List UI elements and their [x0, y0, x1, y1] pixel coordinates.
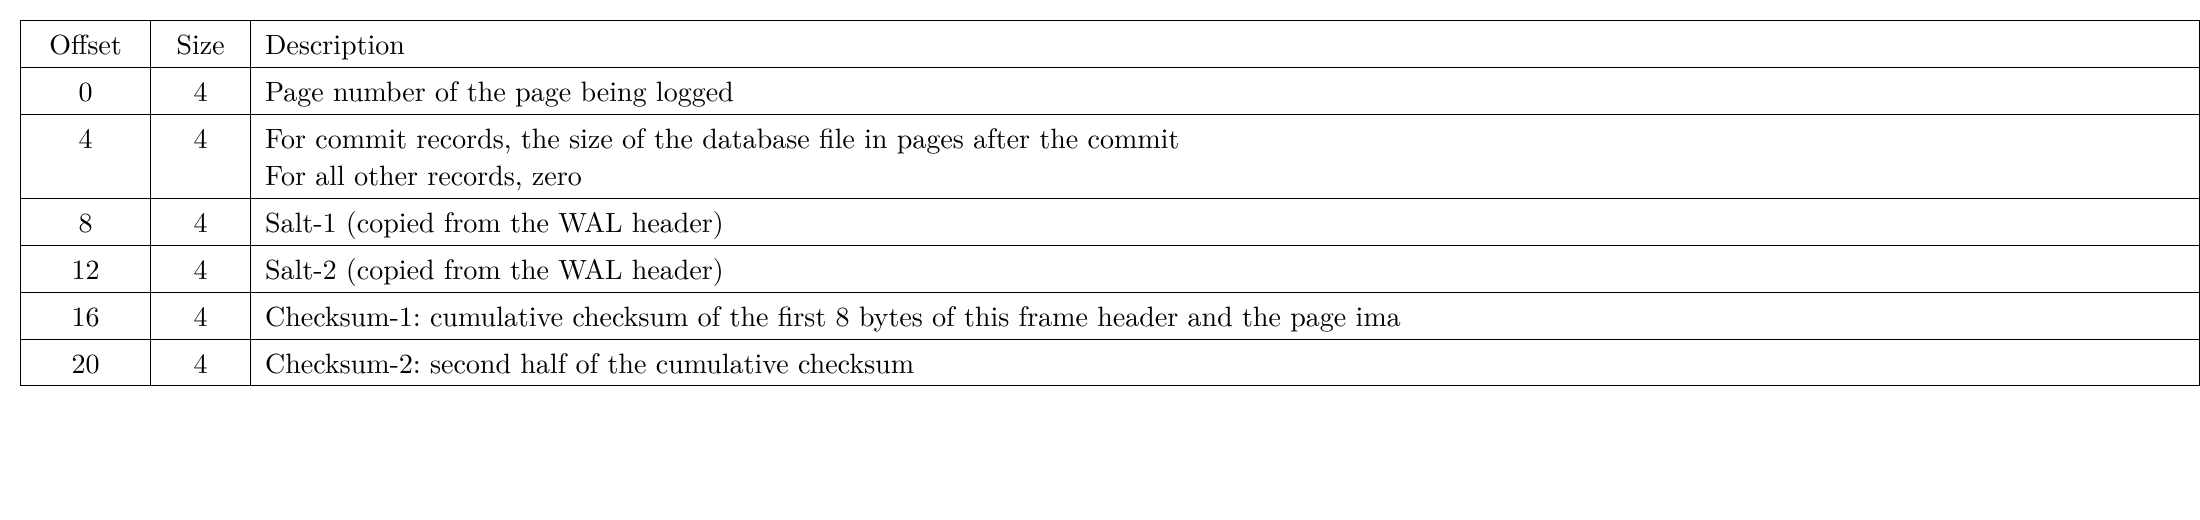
cell-size: 4: [151, 339, 251, 386]
table-row: 4 4 For commit records, the size of the …: [21, 114, 2200, 199]
header-description: Description: [251, 21, 2200, 68]
cell-description: For commit records, the size of the data…: [251, 114, 2200, 199]
cell-offset: 0: [21, 67, 151, 114]
cell-offset: 8: [21, 199, 151, 246]
table-row: 16 4 Checksum-1: cumulative checksum of …: [21, 292, 2200, 339]
table-row: 0 4 Page number of the page being logged: [21, 67, 2200, 114]
cell-size: 4: [151, 114, 251, 199]
description-line2: For all other records, zero: [265, 156, 2185, 194]
cell-description: Page number of the page being logged: [251, 67, 2200, 114]
table-row: 20 4 Checksum-2: second half of the cumu…: [21, 339, 2200, 386]
table-row: 8 4 Salt-1 (copied from the WAL header): [21, 199, 2200, 246]
cell-size: 4: [151, 67, 251, 114]
cell-description: Checksum-2: second half of the cumulativ…: [251, 339, 2200, 386]
table-header-row: Offset Size Description: [21, 21, 2200, 68]
cell-size: 4: [151, 245, 251, 292]
cell-size: 4: [151, 199, 251, 246]
cell-description: Checksum-1: cumulative checksum of the f…: [251, 292, 2200, 339]
cell-size: 4: [151, 292, 251, 339]
wal-frame-header-table: Offset Size Description 0 4 Page number …: [20, 20, 2200, 386]
cell-offset: 4: [21, 114, 151, 199]
table-row: 12 4 Salt-2 (copied from the WAL header): [21, 245, 2200, 292]
cell-offset: 12: [21, 245, 151, 292]
cell-description: Salt-2 (copied from the WAL header): [251, 245, 2200, 292]
cell-offset: 16: [21, 292, 151, 339]
cell-offset: 20: [21, 339, 151, 386]
header-offset: Offset: [21, 21, 151, 68]
cell-description: Salt-1 (copied from the WAL header): [251, 199, 2200, 246]
header-size: Size: [151, 21, 251, 68]
description-line1: For commit records, the size of the data…: [265, 117, 1179, 157]
